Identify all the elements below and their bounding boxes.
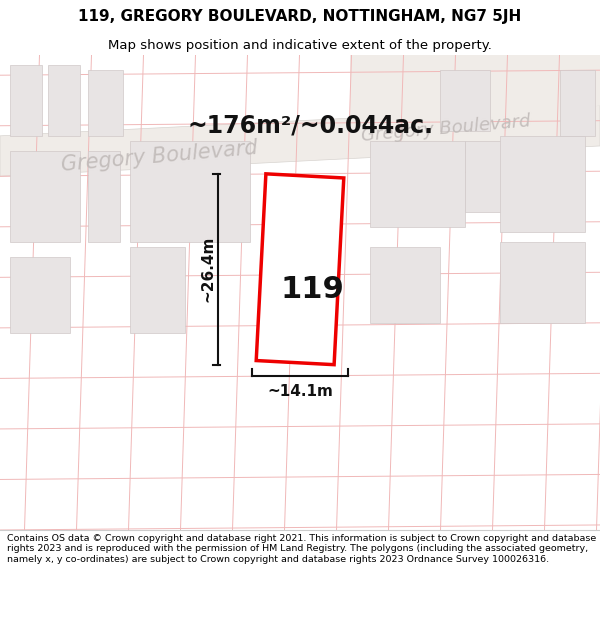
Text: Gregory Boulevard: Gregory Boulevard <box>360 112 531 145</box>
Bar <box>370 247 440 323</box>
Bar <box>500 136 585 232</box>
Polygon shape <box>350 55 600 136</box>
Bar <box>465 141 545 212</box>
Text: 119: 119 <box>280 275 344 304</box>
Text: Gregory Boulevard: Gregory Boulevard <box>60 138 258 175</box>
Text: Map shows position and indicative extent of the property.: Map shows position and indicative extent… <box>108 39 492 52</box>
Bar <box>130 141 250 242</box>
Bar <box>10 151 80 242</box>
Bar <box>370 141 465 227</box>
Bar <box>88 151 120 242</box>
Bar <box>10 257 70 333</box>
Bar <box>130 247 185 333</box>
Polygon shape <box>256 174 344 364</box>
Text: Contains OS data © Crown copyright and database right 2021. This information is : Contains OS data © Crown copyright and d… <box>7 534 596 564</box>
Polygon shape <box>0 106 600 176</box>
Bar <box>440 70 490 131</box>
Text: ~176m²/~0.044ac.: ~176m²/~0.044ac. <box>187 114 433 138</box>
Bar <box>500 242 585 323</box>
Text: ~14.1m: ~14.1m <box>267 384 333 399</box>
Text: ~26.4m: ~26.4m <box>200 236 215 302</box>
Bar <box>88 70 123 136</box>
Bar <box>560 70 595 136</box>
Bar <box>48 65 80 136</box>
Text: 119, GREGORY BOULEVARD, NOTTINGHAM, NG7 5JH: 119, GREGORY BOULEVARD, NOTTINGHAM, NG7 … <box>79 9 521 24</box>
Bar <box>10 65 42 136</box>
